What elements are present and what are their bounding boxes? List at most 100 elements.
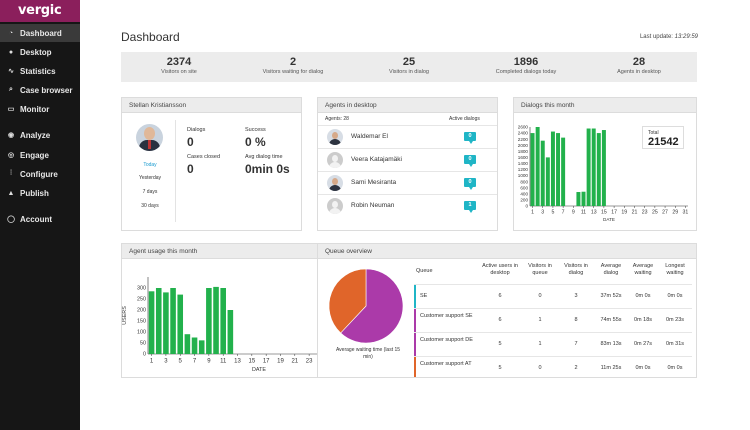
avg-dialog-time-value: 0min 0s bbox=[245, 162, 290, 176]
stat-value: 2 bbox=[289, 56, 297, 68]
bar bbox=[155, 288, 162, 354]
period-yesterday[interactable]: Yesterday bbox=[138, 175, 162, 181]
nav-item-account[interactable]: ◯ Account bbox=[0, 210, 80, 228]
nav-item-case-browser[interactable]: ⌕ Case browser bbox=[0, 81, 80, 99]
queue-row[interactable]: Customer support SE 6 1 8 74m 55s 0m 18s 0m 23… bbox=[414, 308, 692, 332]
y-axis-title: USERS bbox=[122, 306, 128, 325]
x-tick-label: 5 bbox=[179, 358, 183, 364]
bar bbox=[601, 130, 606, 206]
active-dialogs-badge: 1 bbox=[464, 201, 476, 213]
bar bbox=[540, 140, 545, 206]
nav-item-label: Account bbox=[20, 214, 52, 224]
queue-cell-in-queue: 1 bbox=[538, 341, 542, 347]
bar bbox=[206, 288, 212, 354]
y-tick-label: 1000 bbox=[518, 173, 529, 178]
col-queue: Queue bbox=[416, 268, 433, 274]
y-tick-label: 800 bbox=[520, 179, 528, 184]
vergic-logo[interactable]: vergic bbox=[0, 0, 80, 22]
x-tick-label: 15 bbox=[248, 358, 255, 364]
nav-item-label: Publish bbox=[20, 188, 49, 198]
y-tick-label: 1200 bbox=[518, 167, 529, 172]
x-tick-label: 5 bbox=[551, 210, 554, 216]
x-tick-label: 19 bbox=[621, 210, 627, 216]
queue-name: Customer support SE bbox=[420, 313, 473, 319]
nav-item-analyze[interactable]: ◉ Analyze bbox=[0, 126, 80, 144]
avatar bbox=[327, 198, 343, 214]
upload-icon: ▲ bbox=[7, 189, 15, 197]
y-tick-label: 0 bbox=[143, 352, 146, 358]
x-tick-label: 1 bbox=[531, 210, 534, 216]
stats-bar: 2374 Visitors on site 2 Visitors waiting… bbox=[121, 52, 697, 82]
agent-profile-panel: Stellan Kristiansson Today Yesterday 7 d… bbox=[121, 97, 302, 231]
pie-slice bbox=[328, 268, 367, 334]
stat-label: Visitors in dialog bbox=[389, 69, 429, 75]
panel-title: Agent usage this month bbox=[122, 244, 381, 259]
y-tick-label: 600 bbox=[520, 185, 528, 190]
queue-cell-longest: 0m 23s bbox=[665, 317, 685, 323]
nav-item-monitor[interactable]: ▭ Monitor bbox=[0, 100, 80, 118]
queue-row[interactable]: Customer support DE 5 1 7 83m 13s 0m 27s 0m 31… bbox=[414, 332, 692, 356]
y-tick-label: 400 bbox=[520, 191, 528, 196]
x-axis-title: DATE bbox=[252, 367, 266, 373]
queue-cell-avg-dialog: 74m 55s bbox=[600, 317, 622, 323]
stat-label: Visitors waiting for dialog bbox=[262, 69, 324, 75]
queue-cell-in-dialog: 7 bbox=[574, 341, 578, 347]
bar bbox=[545, 157, 550, 206]
x-tick-label: 27 bbox=[662, 210, 668, 216]
panel-title: Stellan Kristiansson bbox=[122, 98, 301, 113]
x-tick-label: 31 bbox=[683, 210, 689, 216]
bar bbox=[591, 128, 596, 206]
y-tick-label: 200 bbox=[137, 308, 146, 314]
col-average-waiting: Average waiting bbox=[632, 263, 654, 276]
period-30-days[interactable]: 30 days bbox=[141, 203, 159, 209]
period-today[interactable]: Today bbox=[143, 162, 157, 168]
nav-item-label: Engage bbox=[20, 150, 49, 160]
success-label: Success bbox=[245, 127, 266, 133]
queue-cell-active: 5 bbox=[498, 341, 502, 347]
agent-row[interactable]: Veera Katajamäki 0 bbox=[318, 148, 497, 171]
nav-item-engage[interactable]: ◎ Engage bbox=[0, 146, 80, 164]
queue-cell-active: 6 bbox=[498, 317, 502, 323]
x-tick-label: 7 bbox=[562, 210, 565, 216]
y-tick-label: 300 bbox=[137, 286, 146, 292]
stat-label: Completed dialogs today bbox=[495, 69, 557, 75]
agent-row[interactable]: Waldemar El 0 bbox=[318, 125, 497, 148]
agent-row[interactable]: Sami Mesiranta 0 bbox=[318, 171, 497, 194]
stat-value: 2374 bbox=[166, 56, 192, 68]
nav-item-configure[interactable]: ⫶ Configure bbox=[0, 165, 80, 183]
queue-color-stripe bbox=[414, 333, 416, 356]
y-tick-label: 150 bbox=[137, 319, 146, 325]
active-dialogs-badge: 0 bbox=[464, 132, 476, 144]
nav-item-label: Desktop bbox=[20, 47, 52, 57]
nav-item-publish[interactable]: ▲ Publish bbox=[0, 184, 80, 202]
queue-cell-longest: 0m 31s bbox=[665, 341, 685, 347]
x-tick-label: 17 bbox=[611, 210, 617, 216]
page-title: Dashboard bbox=[121, 30, 180, 44]
queue-row[interactable]: SE 6 0 3 37m 52s 0m 0s 0m 0s bbox=[414, 284, 692, 308]
x-tick-label: 17 bbox=[263, 358, 270, 364]
last-update-time: 13:29:59 bbox=[674, 34, 698, 40]
nav-item-dashboard[interactable]: ◔ Dashboard bbox=[0, 24, 80, 42]
queue-color-stripe bbox=[414, 309, 416, 332]
target-icon: ◎ bbox=[7, 152, 15, 159]
x-tick-label: 23 bbox=[642, 210, 648, 216]
user-icon: ◯ bbox=[7, 216, 15, 223]
waiting-time-pie-chart bbox=[328, 268, 404, 344]
bar bbox=[586, 128, 591, 206]
sidebar: vergic ◔ Dashboard ● Desktop ∿ Statistics ⌕ Cas… bbox=[0, 0, 80, 430]
avatar bbox=[327, 175, 343, 191]
period-7-days[interactable]: 7 days bbox=[142, 189, 158, 195]
nav-item-desktop[interactable]: ● Desktop bbox=[0, 43, 80, 61]
queue-cell-avg-wait: 0m 27s bbox=[633, 341, 653, 347]
bar bbox=[550, 131, 555, 206]
monitor-icon: ▭ bbox=[7, 106, 15, 113]
x-tick-label: 9 bbox=[207, 358, 211, 364]
queue-row[interactable]: Customer support AT 5 0 2 11m 25s 0m 0s 0m 0s bbox=[414, 356, 692, 377]
agent-row[interactable]: Robin Neuman 1 bbox=[318, 194, 497, 217]
agent-name: Sami Mesiranta bbox=[351, 179, 397, 186]
queue-color-stripe bbox=[414, 357, 416, 377]
nav-item-label: Case browser bbox=[20, 85, 73, 95]
bar bbox=[170, 288, 176, 354]
nav-item-statistics[interactable]: ∿ Statistics bbox=[0, 62, 80, 80]
